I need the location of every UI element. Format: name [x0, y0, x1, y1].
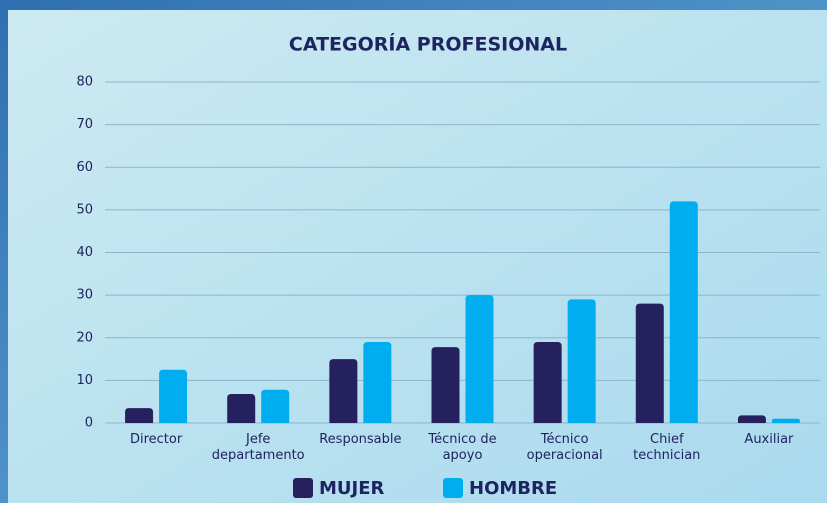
legend-label: HOMBRE: [469, 478, 557, 499]
y-tick-label: 0: [85, 416, 93, 431]
y-tick-label: 30: [76, 288, 93, 303]
bar: [363, 342, 392, 423]
bar: [737, 415, 766, 423]
y-tick-label: 70: [76, 117, 93, 132]
bar: [159, 369, 188, 423]
bar: [669, 201, 698, 423]
x-tick-label: Jefe departamento: [212, 432, 305, 463]
bar: [125, 408, 154, 423]
y-tick-label: 80: [76, 75, 93, 90]
y-tick-label: 50: [76, 202, 93, 217]
x-tick-label: Auxiliar: [744, 432, 794, 447]
x-tick-label: Técnico de apoyo: [427, 432, 496, 463]
bar: [261, 389, 290, 423]
bar: [329, 359, 358, 423]
bar: [431, 347, 460, 423]
bar: [533, 342, 562, 423]
y-tick-label: 60: [76, 160, 93, 175]
y-tick-label: 20: [76, 330, 93, 345]
bar: [465, 295, 494, 423]
chart-title: CATEGORÍA PROFESIONAL: [289, 33, 567, 56]
x-tick-label: Director: [130, 432, 183, 447]
bar: [227, 394, 256, 423]
legend-swatch: [293, 478, 313, 498]
bar: [771, 418, 800, 423]
x-tick-label: Responsable: [319, 432, 401, 447]
bar: [635, 303, 664, 423]
panel: [8, 10, 827, 503]
bar: [567, 299, 596, 423]
x-tick-label: Chief technician: [633, 432, 700, 463]
y-tick-label: 40: [76, 245, 93, 260]
legend-swatch: [443, 478, 463, 498]
y-tick-label: 10: [76, 373, 93, 388]
x-tick-label: Técnico operacional: [527, 432, 603, 463]
legend-label: MUJER: [319, 478, 385, 499]
